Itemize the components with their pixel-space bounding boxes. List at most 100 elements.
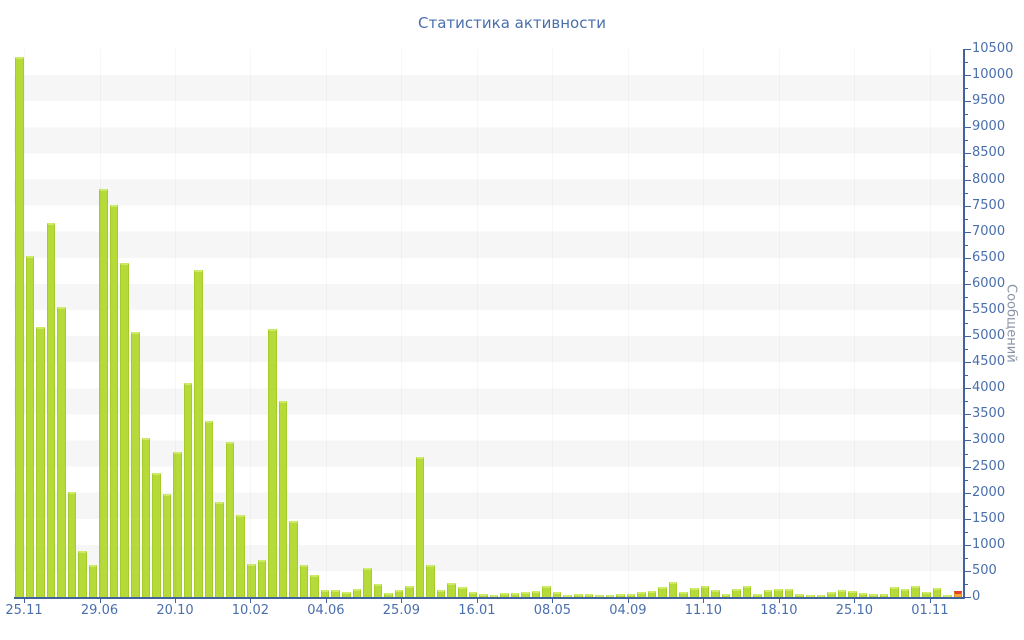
x-axis-tick [325,599,327,603]
bar[interactable] [658,586,667,597]
bar[interactable] [204,420,214,597]
x-gridline [476,49,478,597]
bar[interactable] [795,593,805,597]
bar[interactable] [827,591,836,597]
bar[interactable] [711,590,720,597]
bar[interactable] [415,456,425,597]
y-axis-label: 2000 [972,484,1006,500]
bar[interactable] [183,383,193,597]
y-axis-tick [965,570,971,572]
bar[interactable] [468,591,478,597]
bar[interactable] [584,593,594,597]
y-axis-label: 1500 [972,510,1006,526]
bar[interactable] [943,594,952,597]
bar[interactable] [120,263,130,597]
y-axis-minor-tick [965,244,968,246]
bar[interactable] [405,586,414,597]
bar[interactable] [436,589,446,597]
bar[interactable] [637,591,646,597]
bar[interactable] [626,594,636,597]
bar[interactable] [341,591,351,597]
bar[interactable] [88,564,98,597]
bar[interactable] [247,563,256,597]
bar[interactable] [173,451,182,597]
bar[interactable] [109,205,119,597]
bar[interactable] [700,586,710,597]
bar[interactable] [99,188,108,597]
bar[interactable] [67,492,77,597]
x-axis-tick [476,599,478,603]
bar[interactable] [721,593,731,597]
bar[interactable] [384,592,393,597]
bar[interactable] [36,327,45,597]
bar[interactable] [521,591,530,597]
bar[interactable] [932,588,942,597]
bar[interactable] [225,442,235,597]
bar[interactable] [447,582,456,597]
bar[interactable] [605,595,615,597]
bar[interactable] [352,589,362,597]
bar[interactable] [922,592,931,597]
bar[interactable] [668,582,678,597]
bar[interactable] [753,593,762,597]
bar[interactable] [784,589,794,597]
bar[interactable] [869,593,878,597]
bar[interactable] [573,593,583,597]
bar[interactable] [616,593,625,597]
bar[interactable] [690,587,699,597]
bar[interactable] [848,591,857,597]
bar[interactable] [373,584,383,597]
bar[interactable] [900,589,910,597]
bar[interactable] [742,586,752,597]
bar[interactable] [268,328,277,597]
bar[interactable] [141,437,151,597]
bar[interactable] [78,551,87,597]
bar[interactable] [162,493,172,597]
bar[interactable] [890,587,899,597]
bar[interactable] [15,56,24,597]
bar[interactable] [679,591,688,597]
bar[interactable] [595,595,604,597]
bar[interactable] [647,590,657,597]
bar[interactable] [236,515,246,597]
bar-current[interactable] [953,590,963,597]
bar[interactable] [331,590,340,597]
x-axis-tick [99,599,101,603]
bar[interactable] [46,222,56,597]
bar[interactable] [479,593,488,597]
bar[interactable] [289,521,298,597]
bar[interactable] [363,567,372,597]
bar[interactable] [257,559,267,597]
bar[interactable] [763,590,773,597]
bar[interactable] [278,400,288,597]
bar[interactable] [489,594,499,597]
bar[interactable] [215,502,224,597]
bar[interactable] [426,564,435,597]
bar[interactable] [310,575,319,597]
y-axis-minor-tick [965,270,968,272]
bar[interactable] [194,269,203,597]
bar[interactable] [552,591,562,597]
bar[interactable] [774,589,783,597]
bar[interactable] [837,590,847,597]
bar[interactable] [131,331,140,597]
bar[interactable] [542,586,551,597]
bar[interactable] [510,592,520,597]
bar[interactable] [57,307,66,597]
bar[interactable] [299,564,309,597]
bar[interactable] [500,592,509,597]
bar[interactable] [858,592,868,597]
bar[interactable] [457,587,467,597]
bar[interactable] [320,589,330,597]
bar[interactable] [531,590,541,597]
bar[interactable] [25,256,35,597]
bar[interactable] [152,472,161,597]
x-axis-tick [250,599,252,603]
bar[interactable] [879,593,889,597]
bar[interactable] [394,590,404,597]
bar[interactable] [563,594,572,597]
bar[interactable] [816,595,826,597]
bar[interactable] [911,586,921,597]
bar[interactable] [732,589,741,597]
bar[interactable] [806,595,815,597]
